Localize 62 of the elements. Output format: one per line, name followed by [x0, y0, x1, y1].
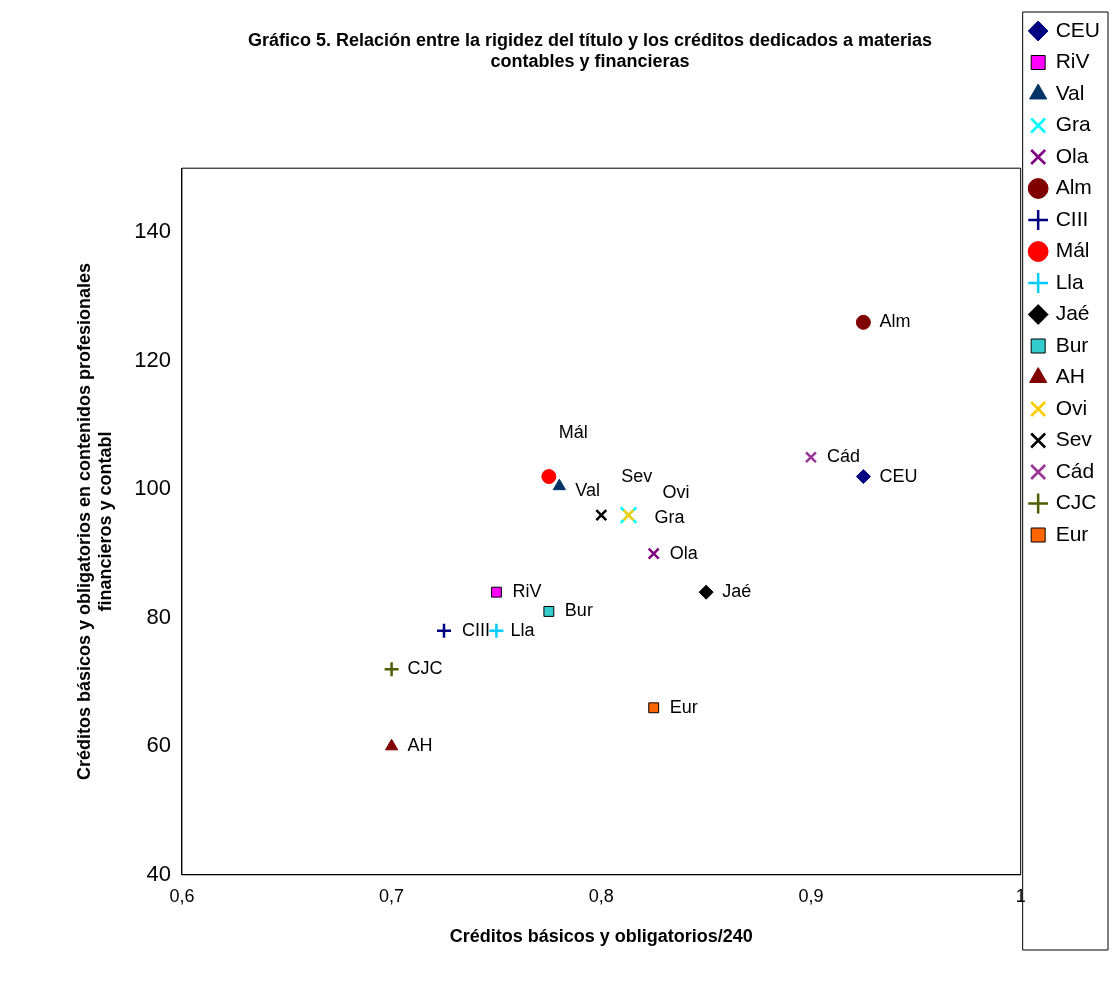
y-tick-label: 120 — [134, 346, 171, 372]
text: Ola — [669, 542, 698, 563]
legend-label: Bur — [1055, 332, 1089, 356]
text: Bur — [564, 600, 593, 621]
point — [385, 738, 399, 751]
text: Alm — [879, 311, 911, 332]
legend-label: Sev — [1055, 427, 1093, 451]
point — [552, 478, 566, 491]
chart-title: Gráfico 5. Relación entre la rigidez del título y los créditos dedicados a materias contables y financieras — [247, 29, 933, 72]
x-tick-label: 0,8 — [588, 885, 614, 906]
legend-label: Alm — [1055, 175, 1092, 199]
x-tick-label: 0,7 — [379, 885, 405, 906]
point — [488, 622, 505, 639]
point — [595, 508, 608, 522]
legend-label: CIII — [1055, 206, 1089, 230]
y-tick-label: 80 — [146, 603, 171, 629]
legend-label: Jaé — [1055, 301, 1090, 325]
legend-label: Val — [1055, 80, 1085, 104]
text: AH — [407, 735, 433, 756]
legend-label: Gra — [1055, 112, 1091, 136]
legend-label: CEU — [1055, 17, 1101, 41]
text: Eur — [669, 696, 698, 717]
point — [541, 469, 557, 485]
point — [648, 702, 660, 714]
legend-label: Ola — [1055, 143, 1089, 167]
legend-label: CJC — [1055, 490, 1097, 514]
x-tick-label: 0,6 — [169, 885, 195, 906]
text: CJC — [407, 658, 443, 679]
y-tick-label: 60 — [146, 732, 171, 758]
text: Val — [575, 480, 601, 501]
point — [698, 584, 714, 600]
text: Jaé — [722, 581, 752, 602]
legend-label: RiV — [1055, 49, 1090, 73]
x-tick-label: 0,9 — [798, 885, 824, 906]
point — [543, 605, 555, 617]
legend-label: Cád — [1055, 458, 1095, 482]
text: Ovi — [662, 482, 690, 503]
y-axis-title: Créditos básicos y obligatorios en contenidos profesionales financieros y contabl — [73, 262, 116, 781]
text: Gra — [654, 507, 685, 528]
text: Mál — [558, 421, 588, 442]
text: Lla — [510, 619, 535, 640]
point — [855, 469, 871, 485]
point — [855, 314, 871, 330]
y-tick-label: 100 — [134, 475, 171, 501]
point — [490, 586, 502, 598]
point — [383, 660, 400, 678]
legend-label: Lla — [1055, 269, 1085, 293]
x-axis-title: Créditos básicos y obligatorios/240 — [449, 926, 753, 947]
y-tick-label: 140 — [134, 218, 171, 244]
point — [435, 622, 453, 639]
legend-label: Ovi — [1055, 395, 1088, 419]
text: Cád — [826, 446, 860, 467]
legend-label: Eur — [1055, 521, 1089, 545]
y-tick-label: 40 — [146, 860, 171, 886]
text: Sev — [621, 466, 653, 487]
point — [647, 547, 660, 560]
text: RiV — [512, 581, 542, 602]
point — [804, 451, 818, 464]
text: CIII — [462, 619, 491, 640]
legend-label: Mál — [1055, 238, 1090, 262]
legend-label: AH — [1055, 364, 1085, 388]
text: CEU — [879, 465, 918, 486]
